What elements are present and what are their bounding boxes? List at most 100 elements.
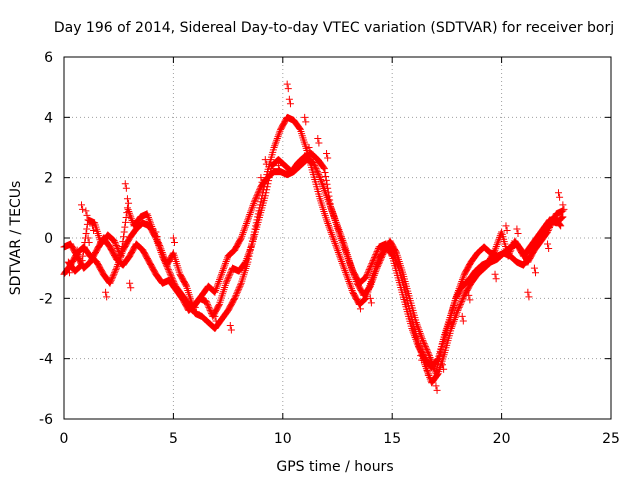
outlier-point bbox=[126, 279, 134, 287]
data-point bbox=[438, 343, 446, 351]
data-point bbox=[363, 270, 371, 278]
data-point bbox=[206, 306, 214, 314]
outlier-point bbox=[276, 166, 284, 174]
outlier-point bbox=[74, 251, 82, 259]
y-tick-label: -6 bbox=[39, 412, 53, 428]
data-point bbox=[421, 341, 429, 349]
data-point bbox=[235, 284, 243, 292]
data-point bbox=[273, 136, 281, 144]
data-point bbox=[106, 279, 114, 287]
data-point bbox=[246, 209, 254, 217]
x-tick-label: 25 bbox=[602, 431, 620, 447]
data-point bbox=[247, 244, 255, 252]
data-point bbox=[346, 279, 354, 287]
data-point bbox=[111, 239, 119, 247]
data-point bbox=[218, 270, 226, 278]
outlier-point bbox=[491, 270, 499, 278]
data-point bbox=[328, 232, 336, 240]
data-point bbox=[334, 248, 342, 256]
data-point bbox=[374, 261, 382, 269]
data-point bbox=[417, 331, 425, 339]
outlier-point bbox=[559, 201, 567, 209]
data-point bbox=[458, 276, 466, 284]
data-point bbox=[145, 215, 153, 223]
data-point bbox=[422, 344, 430, 352]
data-point bbox=[506, 248, 514, 256]
data-point bbox=[237, 281, 245, 289]
data-point bbox=[414, 341, 422, 349]
data-point bbox=[373, 248, 381, 256]
data-point bbox=[295, 124, 303, 132]
data-point bbox=[351, 274, 359, 282]
data-point bbox=[233, 290, 241, 298]
data-point bbox=[313, 168, 321, 176]
outlier-point bbox=[544, 240, 552, 248]
data-point bbox=[317, 175, 325, 183]
data-point bbox=[372, 251, 380, 259]
data-point bbox=[182, 281, 190, 289]
data-point bbox=[310, 160, 318, 168]
data-point bbox=[505, 251, 513, 259]
outlier-point bbox=[176, 288, 184, 296]
data-point bbox=[261, 192, 269, 200]
data-point bbox=[119, 238, 127, 246]
data-point bbox=[246, 247, 254, 255]
data-point bbox=[332, 218, 340, 226]
data-point bbox=[349, 268, 357, 276]
outlier-point bbox=[423, 367, 431, 375]
outlier-point bbox=[127, 284, 135, 292]
data-point bbox=[154, 237, 162, 245]
data-point bbox=[453, 308, 461, 316]
data-point bbox=[114, 245, 122, 253]
data-point bbox=[335, 226, 343, 234]
data-point bbox=[433, 367, 441, 375]
data-point bbox=[309, 159, 317, 167]
data-point bbox=[418, 333, 426, 341]
data-point bbox=[110, 237, 118, 245]
outlier-point bbox=[170, 239, 178, 247]
data-point bbox=[332, 217, 340, 225]
data-point bbox=[109, 273, 117, 281]
data-point bbox=[244, 253, 252, 261]
data-point bbox=[128, 217, 136, 225]
data-point bbox=[120, 233, 128, 241]
data-point bbox=[365, 267, 373, 275]
data-point bbox=[271, 140, 279, 148]
data-point bbox=[274, 133, 282, 141]
y-tick-label: 6 bbox=[44, 50, 53, 66]
data-point bbox=[324, 188, 332, 196]
data-point bbox=[556, 221, 564, 229]
data-point bbox=[127, 213, 135, 221]
data-point bbox=[335, 227, 343, 235]
data-point bbox=[328, 207, 336, 215]
data-point bbox=[79, 248, 87, 256]
outlier-point bbox=[227, 326, 235, 334]
data-point bbox=[240, 227, 248, 235]
data-point bbox=[428, 359, 436, 367]
data-point bbox=[225, 273, 233, 281]
data-point bbox=[296, 124, 304, 132]
data-point bbox=[245, 212, 253, 220]
data-point bbox=[329, 234, 337, 242]
data-point bbox=[319, 181, 327, 189]
data-point bbox=[412, 337, 420, 345]
data-point bbox=[334, 247, 342, 255]
data-point bbox=[546, 222, 554, 230]
outlier-point bbox=[211, 312, 219, 320]
data-point bbox=[366, 264, 374, 272]
data-point bbox=[265, 174, 273, 182]
outlier-point bbox=[79, 205, 87, 213]
data-point bbox=[221, 261, 229, 269]
data-point bbox=[424, 349, 432, 357]
data-point bbox=[237, 234, 245, 242]
data-point bbox=[351, 272, 359, 280]
data-point bbox=[245, 249, 253, 257]
data-point bbox=[121, 218, 129, 226]
data-point bbox=[507, 246, 515, 254]
data-point bbox=[231, 294, 239, 302]
outlier-point bbox=[465, 291, 473, 299]
outlier-point bbox=[418, 356, 426, 364]
outlier-point bbox=[125, 199, 133, 207]
data-point bbox=[411, 334, 419, 342]
data-point bbox=[378, 252, 386, 260]
